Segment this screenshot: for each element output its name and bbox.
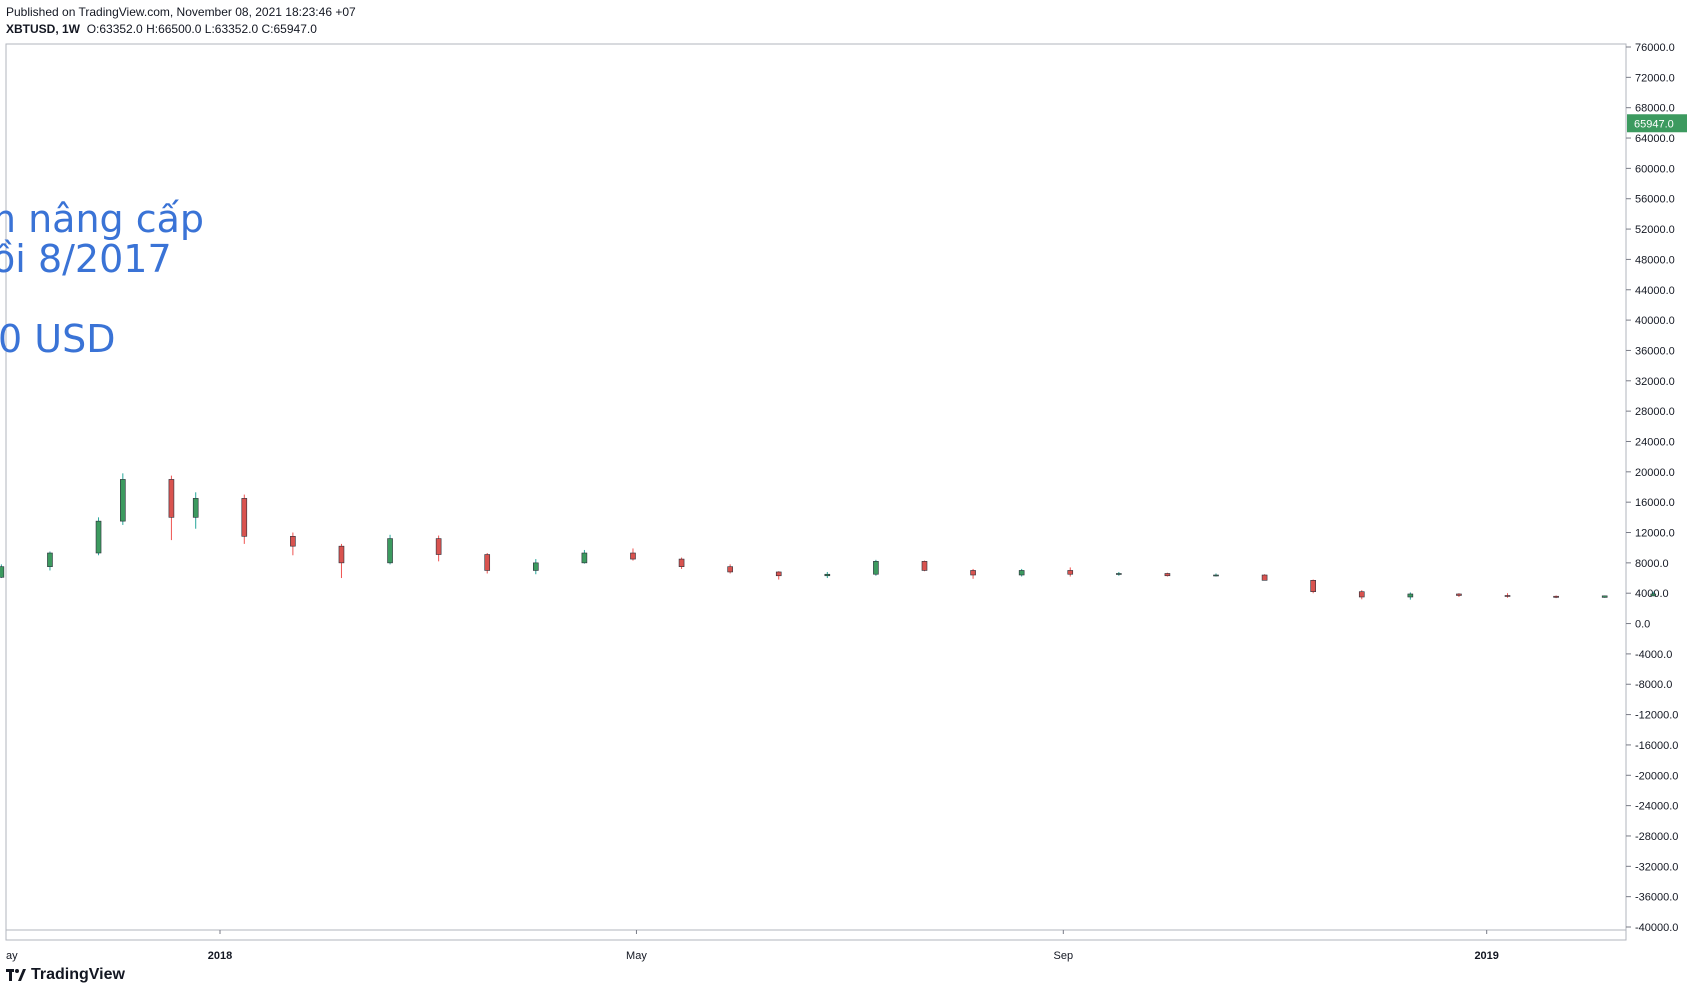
candle-body — [120, 479, 126, 522]
candle-body — [435, 538, 442, 555]
last-price-tag: 65947.0 — [1627, 114, 1687, 133]
candle-body — [727, 566, 733, 573]
y-tick-label: 56000.0 — [1635, 194, 1675, 206]
symbol-ohlc-legend: XBTUSD, 1W O:63352.0 H:66500.0 L:63352.0… — [6, 22, 317, 36]
published-caption: Published on TradingView.com, November 0… — [6, 5, 356, 19]
x-tick-label: 2018 — [208, 950, 232, 962]
candle-body — [678, 558, 685, 567]
y-tick-label: 16000.0 — [1635, 497, 1675, 509]
candle-body — [1116, 573, 1122, 575]
y-tick-label: 12000.0 — [1635, 528, 1675, 540]
y-tick-label: 28000.0 — [1635, 406, 1675, 418]
y-tick-label: -4000.0 — [1635, 649, 1672, 661]
candle-body — [1358, 591, 1365, 598]
candle-body — [1310, 580, 1316, 592]
y-tick-label: 52000.0 — [1635, 224, 1675, 236]
y-tick-label: 0.0 — [1635, 619, 1650, 631]
candles — [0, 473, 1657, 600]
y-tick-label: -16000.0 — [1635, 740, 1678, 752]
candle-body — [1261, 574, 1268, 581]
candle-body — [290, 536, 296, 547]
y-tick-label: -28000.0 — [1635, 831, 1678, 843]
y-tick-label: 24000.0 — [1635, 436, 1675, 448]
y-tick-label: 32000.0 — [1635, 376, 1675, 388]
y-tick-label: 8000.0 — [1635, 558, 1669, 570]
y-tick-label: -36000.0 — [1635, 892, 1678, 904]
last-price-label: 65947.0 — [1634, 118, 1674, 130]
candle-body — [241, 498, 248, 537]
candle-body — [95, 520, 102, 554]
candle-body — [47, 552, 53, 567]
y-tick-label: 60000.0 — [1635, 163, 1675, 175]
ohlc-values: O:63352.0 H:66500.0 L:63352.0 C:65947.0 — [86, 22, 317, 36]
candle-body — [1553, 595, 1559, 598]
candle-body — [338, 545, 345, 564]
brand-name: TradingView — [31, 966, 125, 983]
annotation-line: BTC 5,000 USD — [0, 317, 115, 361]
y-tick-label: 36000.0 — [1635, 345, 1675, 357]
symbol-label: XBTUSD, 1W — [6, 22, 81, 36]
plot-frame — [5, 43, 1627, 941]
annotation-line: Thời điểm nâng cấp — [0, 197, 204, 241]
candle-body — [387, 538, 393, 564]
x-tick-label: Sep — [1054, 950, 1074, 962]
candle-body — [824, 573, 831, 577]
last-price-badge — [1627, 114, 1687, 133]
x-axis: ay2018MaySep2019MaySep2020MaySep2021MayS… — [6, 930, 1499, 962]
candle-body — [1504, 595, 1511, 597]
candle-body — [1601, 595, 1608, 598]
x-tick-label: ay — [6, 950, 18, 962]
annotation-line: Segwit hồi 8/2017 — [0, 237, 172, 281]
candle-body — [775, 571, 782, 577]
vertical-markers: 28 Aug '1715 Nov '21 — [0, 44, 1697, 952]
candle-body — [0, 566, 5, 578]
candle-body — [921, 561, 928, 571]
brand: TradingView — [6, 966, 125, 984]
candle-body — [581, 552, 588, 564]
candle-body — [484, 554, 491, 571]
candle-body — [1018, 570, 1025, 576]
candle-body — [533, 562, 539, 571]
tradingview-logo-icon — [6, 969, 26, 981]
x-tick-label: 2019 — [1474, 950, 1498, 962]
candle-body — [192, 498, 199, 518]
y-axis: 76000.0 72000.0 68000.0 64000.0 60000.0 56000… — [1626, 42, 1678, 934]
candle-body — [970, 570, 976, 576]
y-tick-label: 44000.0 — [1635, 285, 1675, 297]
candle-body — [1407, 593, 1414, 598]
y-tick-label: 76000.0 — [1635, 42, 1675, 54]
candle-body — [1650, 593, 1657, 597]
y-tick-label: -24000.0 — [1635, 801, 1678, 813]
y-tick-label: -8000.0 — [1635, 679, 1672, 691]
y-tick-label: 20000.0 — [1635, 467, 1675, 479]
y-tick-label: 64000.0 — [1635, 133, 1675, 145]
candle-body — [873, 561, 879, 575]
y-tick-label: 48000.0 — [1635, 254, 1675, 266]
annotations: Thời điểm nâng cấpSegwit hồi 8/2017 BTC 5… — [0, 197, 204, 361]
y-tick-label: 72000.0 — [1635, 72, 1675, 84]
y-tick-label: -32000.0 — [1635, 861, 1678, 873]
candle-body — [168, 479, 175, 518]
x-tick-label: May — [626, 950, 647, 962]
y-tick-label: 68000.0 — [1635, 103, 1675, 115]
candle-body — [1213, 574, 1219, 577]
candle-body — [1067, 570, 1074, 575]
y-tick-label: -12000.0 — [1635, 710, 1678, 722]
candle-body — [1164, 573, 1171, 577]
y-tick-label: -20000.0 — [1635, 770, 1678, 782]
y-tick-label: -40000.0 — [1635, 922, 1678, 934]
y-tick-label: 40000.0 — [1635, 315, 1675, 327]
candle-body — [630, 552, 636, 560]
candle-body — [1456, 593, 1462, 596]
